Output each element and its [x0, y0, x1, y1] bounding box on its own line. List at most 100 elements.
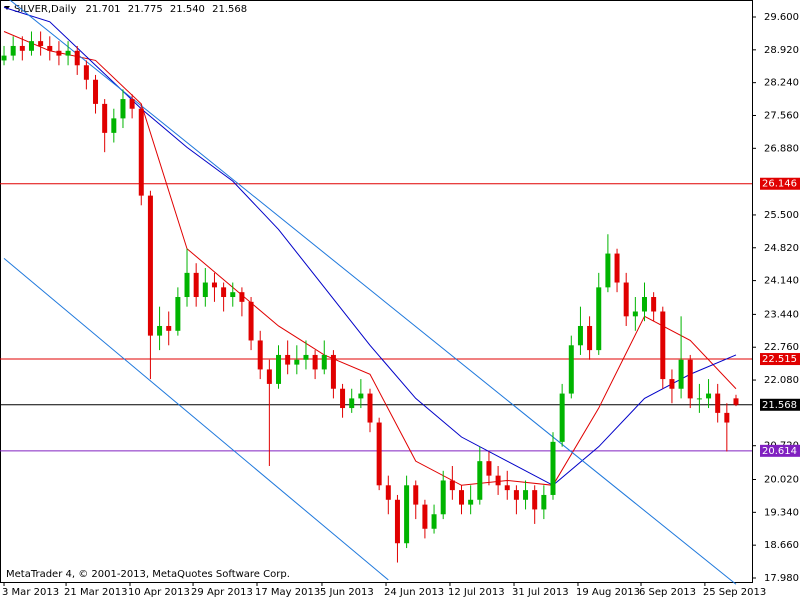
- candle-body: [157, 325, 163, 336]
- candle-body: [221, 287, 227, 298]
- candle-body: [47, 45, 53, 51]
- x-tick-label: 3 Mar 2013: [2, 587, 59, 598]
- indicator-line: [3, 258, 389, 581]
- candle-body: [394, 499, 400, 544]
- y-tick-label: 29.600: [764, 12, 799, 23]
- candle-body: [285, 354, 291, 365]
- candle-body: [422, 504, 428, 529]
- candle-body: [129, 99, 135, 109]
- candle-body: [413, 485, 419, 505]
- candle-body: [120, 99, 126, 119]
- candle-body: [706, 393, 712, 399]
- y-tick-label: 23.440: [764, 309, 799, 320]
- candle-body: [459, 490, 465, 505]
- candle-body: [577, 325, 583, 346]
- candle-body: [431, 514, 437, 529]
- indicator-line: [9, 0, 737, 585]
- candle-body: [404, 485, 410, 544]
- candle-body: [83, 65, 89, 80]
- candle-body: [568, 345, 574, 394]
- candle-body: [358, 393, 364, 399]
- y-tick-label: 24.140: [764, 276, 799, 287]
- level-label: 21.568: [762, 400, 797, 411]
- candle-body: [523, 490, 529, 500]
- y-tick-label: 28.920: [764, 45, 799, 56]
- indicator-line: [3, 31, 737, 486]
- candle-body: [495, 475, 501, 486]
- candle-body: [138, 108, 144, 196]
- candle-body: [321, 354, 327, 370]
- high-label: 21.775: [128, 4, 163, 15]
- candle-body: [449, 480, 455, 491]
- candle-body: [477, 461, 483, 500]
- candle-body: [38, 41, 44, 46]
- candle-body: [56, 50, 62, 56]
- candle-body: [303, 354, 309, 360]
- candle-body: [257, 340, 263, 370]
- chart-header: SILVER,Daily 21.701 21.775 21.540 21.568: [14, 4, 247, 15]
- candle-body: [349, 398, 355, 409]
- x-tick-label: 24 Jun 2013: [384, 587, 444, 598]
- candle-body: [340, 388, 346, 409]
- candle-body: [367, 393, 373, 423]
- y-tick-label: 18.660: [764, 540, 799, 551]
- candle-body: [468, 499, 474, 505]
- y-tick-label: 22.760: [764, 342, 799, 353]
- x-tick-label: 12 Jul 2013: [448, 587, 505, 598]
- level-label: 20.614: [762, 446, 797, 457]
- x-tick-label: 6 Sep 2013: [639, 587, 696, 598]
- y-tick-label: 19.340: [764, 507, 799, 518]
- candle-body: [193, 272, 199, 298]
- candle-body: [385, 485, 391, 500]
- x-tick-label: 29 Apr 2013: [191, 587, 253, 598]
- candle-body: [147, 195, 153, 336]
- level-label: 22.515: [762, 354, 797, 365]
- candle-body: [330, 354, 336, 389]
- plot-frame: [0, 0, 753, 583]
- candle-body: [248, 301, 254, 341]
- x-tick-label: 5 Jun 2013: [320, 587, 374, 598]
- level-label-bg: [760, 353, 800, 366]
- candle-body: [559, 393, 565, 442]
- y-tick-label: 27.560: [764, 110, 799, 121]
- candle-body: [541, 494, 547, 510]
- x-tick-label: 31 Jul 2013: [512, 587, 569, 598]
- candle-body: [651, 297, 657, 312]
- open-label: 21.701: [86, 4, 121, 15]
- low-label: 21.540: [170, 4, 205, 15]
- x-tick-label: 25 Sep 2013: [703, 587, 766, 598]
- level-label-bg: [760, 177, 800, 190]
- candle-body: [623, 282, 629, 317]
- candle-body: [687, 359, 693, 399]
- y-tick-label: 24.820: [764, 243, 799, 254]
- candle-body: [440, 480, 446, 515]
- candle-body: [266, 369, 272, 384]
- level-label-bg: [760, 444, 800, 457]
- candle-body: [239, 292, 245, 302]
- candle-body: [715, 393, 721, 413]
- candle-body: [166, 325, 172, 331]
- candle-body: [660, 311, 666, 380]
- close-label: 21.568: [212, 4, 247, 15]
- y-tick-label: 25.500: [764, 210, 799, 221]
- candle-body: [632, 311, 638, 317]
- candle-body: [102, 103, 108, 133]
- candle-body: [1, 55, 7, 61]
- y-tick-label: 26.880: [764, 143, 799, 154]
- candle-body: [19, 45, 25, 51]
- candle-body: [93, 79, 99, 104]
- candle-body: [184, 272, 190, 298]
- candle-body: [294, 359, 300, 365]
- candle-body: [376, 422, 382, 486]
- y-tick-label: 28.240: [764, 78, 799, 89]
- candle-body: [614, 253, 620, 283]
- candle-body: [733, 398, 739, 405]
- x-tick-label: 19 Aug 2013: [576, 587, 640, 598]
- candle-body: [175, 297, 181, 331]
- candle-body: [696, 398, 702, 400]
- x-tick-label: 17 May 2013: [255, 587, 320, 598]
- level-label: 26.146: [762, 179, 797, 190]
- candle-body: [641, 297, 647, 312]
